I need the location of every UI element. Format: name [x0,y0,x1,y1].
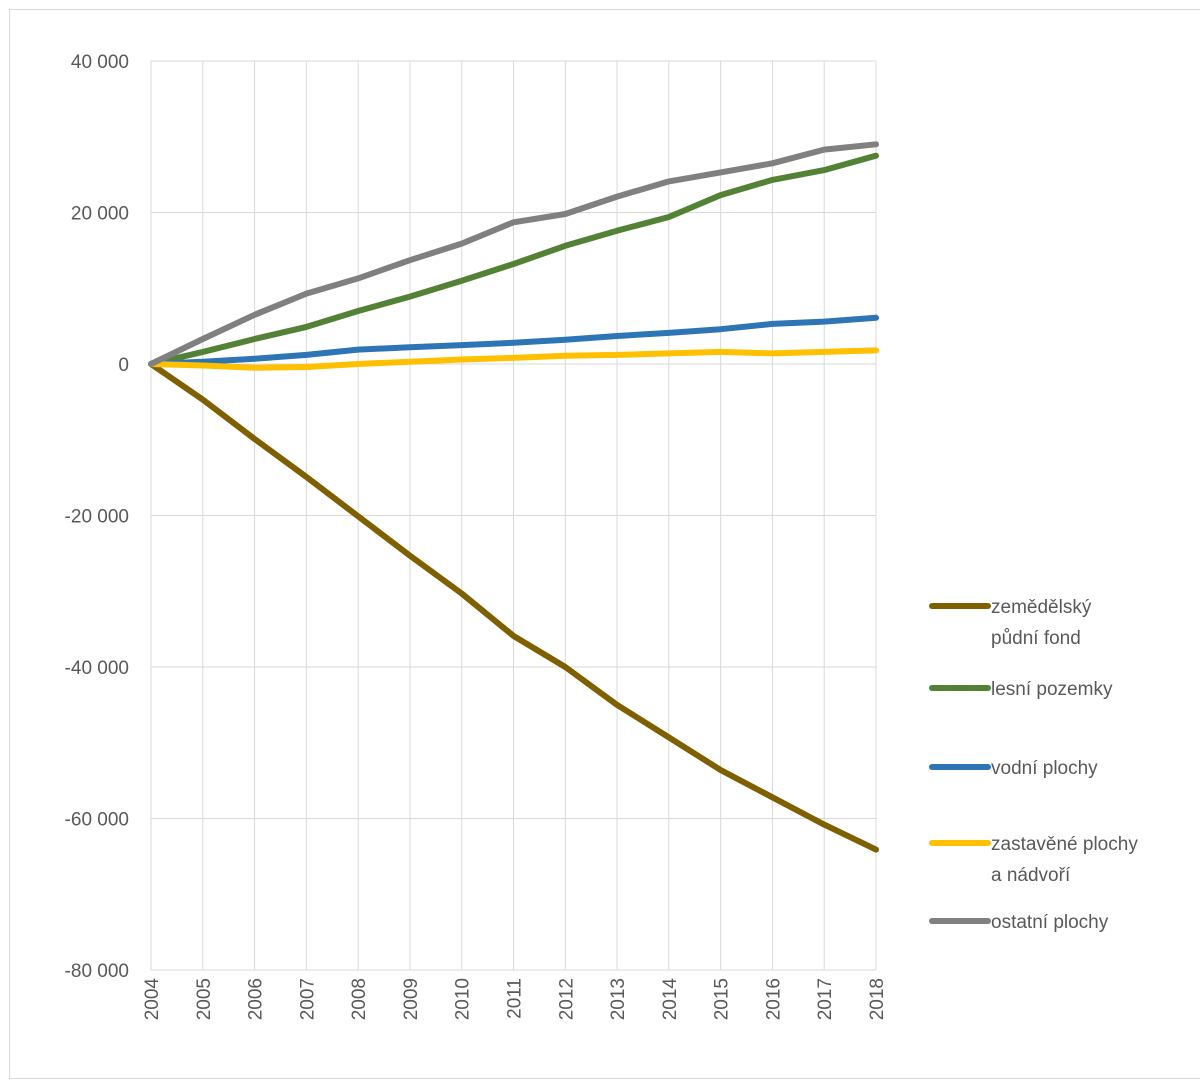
x-tick-label: 2014 [660,978,681,1021]
y-tick-label: -80 000 [65,961,129,982]
series-lines [148,141,879,853]
x-tick-label: 2013 [608,978,629,1020]
y-tick-label: -20 000 [65,507,129,528]
legend-label: zemědělský [991,597,1092,618]
y-tick-label: -40 000 [65,658,129,679]
legend-label: ostatní plochy [991,912,1109,933]
legend-item: vodní plochy [929,758,1098,779]
legend-item: ostatní plochy [929,912,1109,933]
legend-item: zemědělský půdní fond [929,597,1092,649]
x-tick-label: 2015 [712,978,733,1020]
legend-label: vodní plochy [991,758,1098,779]
y-tick-label: 40 000 [71,52,129,73]
x-tick-label: 2005 [194,978,215,1020]
y-tick-label: 0 [118,355,129,376]
legend-label: půdní fond [991,628,1081,649]
legend-item: zastavěné plochy a nádvoří [929,834,1138,886]
y-tick-label: -60 000 [65,810,129,831]
gridlines [150,60,877,971]
series-line-1 [148,361,879,853]
x-tick-label: 2011 [505,978,526,1019]
y-axis: 40 000 20 000 0 -20 000 -40 000 -60 000 -80 00… [65,52,129,982]
x-tick-label: 2007 [297,978,318,1020]
x-tick-label: 2016 [763,978,784,1020]
x-axis: 2004 2005 2006 2007 2008 2009 2010 2011 2012 2013… [142,978,888,1021]
x-tick-label: 2010 [453,978,474,1020]
y-tick-label: 20 000 [71,204,129,225]
legend-item: lesní pozemky [929,679,1113,700]
series-line-4 [148,347,879,371]
series-line-5 [148,141,879,367]
x-tick-label: 2006 [246,978,267,1020]
chart-area [9,9,1200,1079]
x-tick-label: 2012 [556,978,577,1020]
x-tick-label: 2004 [142,978,163,1021]
x-tick-label: 2018 [867,978,888,1020]
series-line-3 [148,314,879,367]
x-tick-label: 2008 [349,978,370,1020]
legend-label: lesní pozemky [991,679,1113,700]
x-tick-label: 2017 [815,978,836,1020]
legend: zemědělský půdní fond lesní pozemky vodní p… [929,597,1138,933]
legend-label: a nádvoří [991,865,1071,886]
legend-label: zastavěné plochy [991,834,1138,855]
series-line-2 [148,152,879,367]
x-tick-label: 2009 [401,978,422,1020]
